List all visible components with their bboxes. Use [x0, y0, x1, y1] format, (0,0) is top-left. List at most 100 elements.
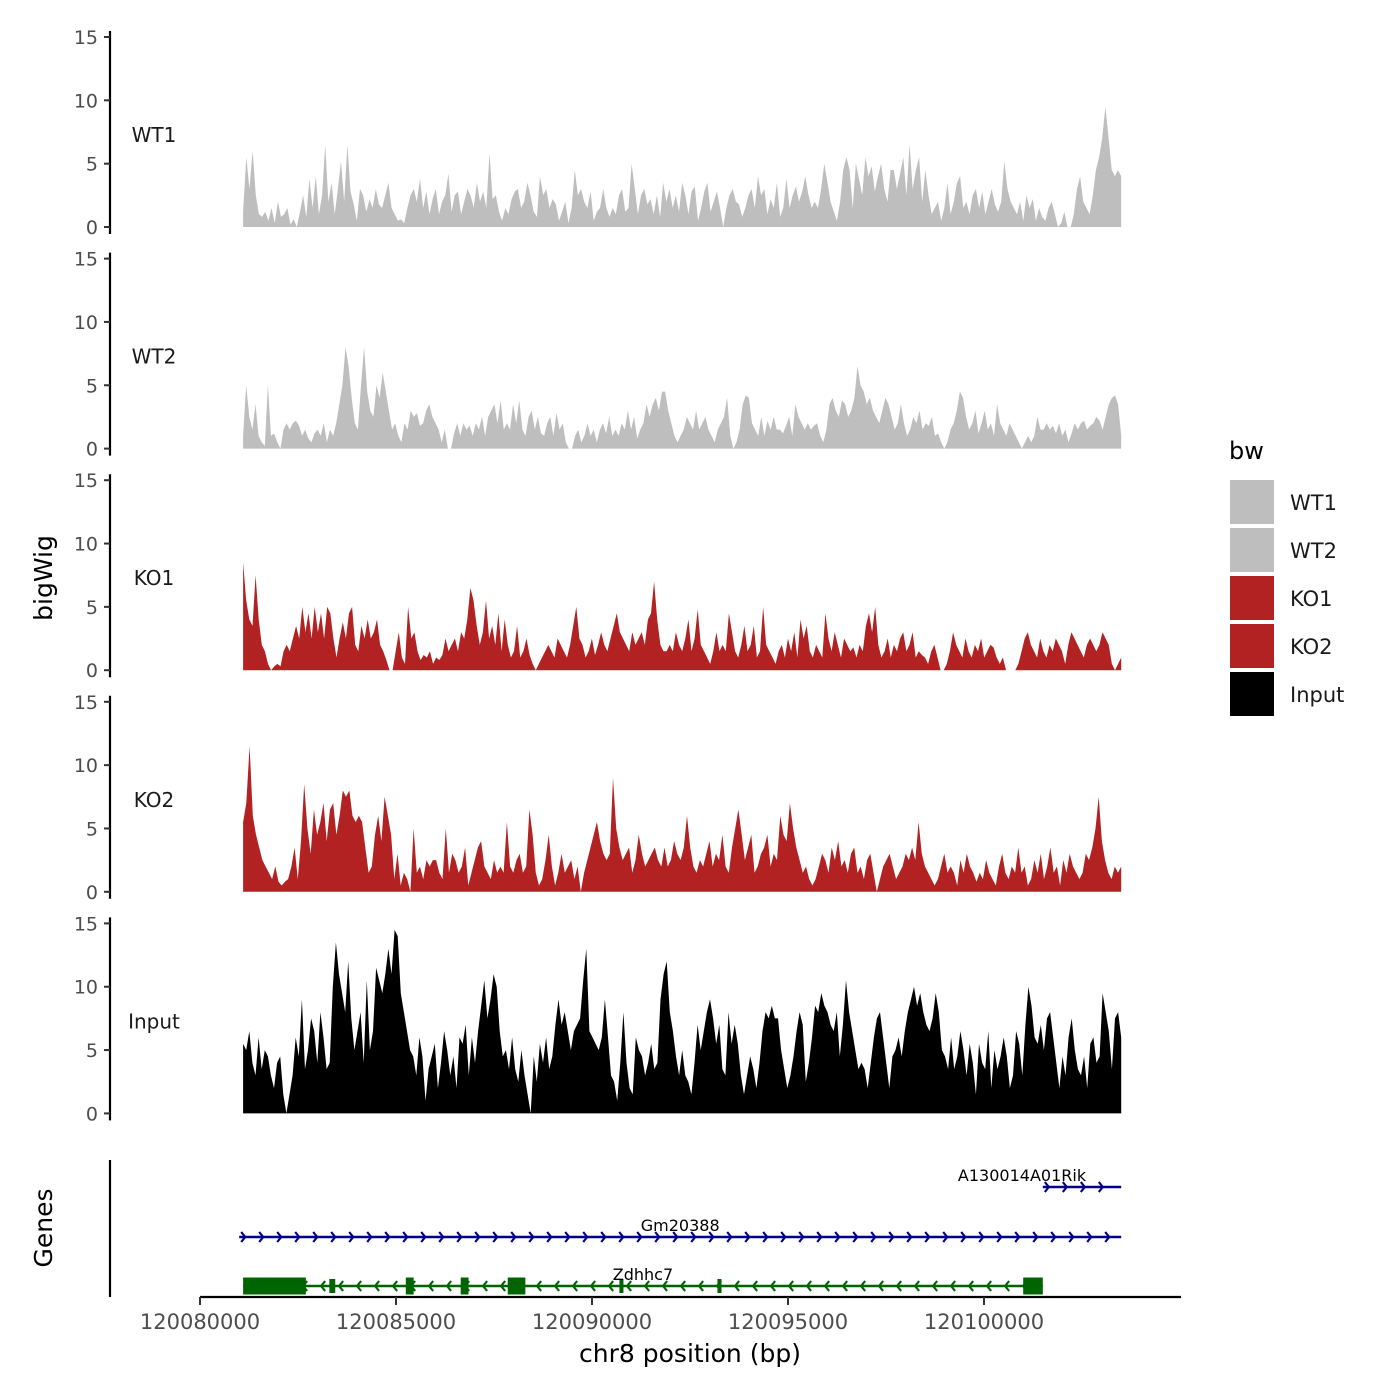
strand-chevron: [1043, 1181, 1051, 1193]
strand-chevron: [1104, 1231, 1111, 1243]
strand-chevron: [942, 1231, 949, 1243]
strand-chevron: [949, 1280, 956, 1292]
exon: [243, 1277, 306, 1295]
strand-chevron: [258, 1231, 265, 1243]
gene-label: Zdhhc7: [613, 1265, 673, 1284]
y-tick-label: 15: [74, 692, 98, 714]
track-label-KO2: KO2: [134, 788, 175, 812]
strand-chevron: [427, 1280, 434, 1292]
gene-Gm20388: Gm20388: [239, 1216, 1122, 1243]
strand-chevron: [816, 1231, 823, 1243]
strand-chevron: [1086, 1231, 1093, 1243]
exon: [717, 1279, 722, 1293]
x-tick-label: 120090000: [532, 1310, 652, 1334]
y-tick-label: 0: [86, 439, 98, 461]
y-tick-label: 5: [86, 818, 98, 840]
strand-chevron: [744, 1231, 751, 1243]
strand-chevron: [931, 1280, 938, 1292]
strand-chevron: [366, 1231, 373, 1243]
gene-annotation-panel: A130014A01Rik Gm20388 Zdhhc7: [108, 1160, 1122, 1297]
strand-chevron: [600, 1231, 607, 1243]
y-tick-label: 5: [86, 154, 98, 176]
strand-chevron: [571, 1280, 578, 1292]
legend-item-WT2: WT2: [1230, 528, 1337, 572]
strand-chevron: [625, 1280, 632, 1292]
strand-chevron: [319, 1280, 326, 1292]
strand-chevron: [474, 1231, 481, 1243]
strand-chevron: [895, 1280, 902, 1292]
strand-chevron: [1068, 1231, 1075, 1243]
strand-chevron: [384, 1231, 391, 1243]
legend-item-KO1: KO1: [1230, 576, 1333, 620]
gene-label: A130014A01Rik: [958, 1166, 1087, 1185]
exon: [619, 1279, 624, 1293]
strand-chevron: [337, 1280, 344, 1292]
exon: [1023, 1277, 1033, 1295]
legend-title: bw: [1229, 437, 1264, 465]
strand-chevron: [535, 1280, 542, 1292]
exon: [460, 1277, 469, 1295]
y-tick-label: 0: [86, 1103, 98, 1125]
x-axis: 120080000 120085000 120090000 120095000 1201…: [140, 1295, 1181, 1334]
strand-chevron: [859, 1280, 866, 1292]
strand-chevron: [787, 1280, 794, 1292]
x-axis-title: chr8 position (bp): [579, 1339, 801, 1368]
strand-chevron: [636, 1231, 643, 1243]
track-label-KO1: KO1: [134, 566, 175, 590]
legend-item-WT1: WT1: [1230, 480, 1337, 524]
strand-chevron: [391, 1280, 398, 1292]
strand-chevron: [697, 1280, 704, 1292]
y-tick-label: 15: [74, 249, 98, 271]
gene-label: Gm20388: [641, 1216, 720, 1235]
strand-chevron: [643, 1280, 650, 1292]
strand-chevron: [841, 1280, 848, 1292]
track-WT2: 0 5 10 15 WT2: [74, 249, 1122, 461]
track-WT1: 0 5 10 15 WT1: [74, 27, 1122, 239]
strand-chevron: [985, 1280, 992, 1292]
y-tick-label: 0: [86, 217, 98, 239]
strand-chevron: [589, 1280, 596, 1292]
strand-chevron: [330, 1231, 337, 1243]
strand-chevron: [312, 1231, 319, 1243]
legend-swatch: [1230, 672, 1274, 716]
strand-chevron: [906, 1231, 913, 1243]
gene-A130014A01Rik: A130014A01Rik: [958, 1166, 1122, 1193]
strand-chevron: [348, 1231, 355, 1243]
strand-chevron: [492, 1231, 499, 1243]
strand-chevron: [762, 1231, 769, 1243]
strand-chevron: [1061, 1181, 1069, 1193]
track-KO2: 0 5 10 15 KO2: [74, 692, 1122, 904]
strand-chevron: [769, 1280, 776, 1292]
legend-label: KO1: [1290, 587, 1333, 611]
exon: [329, 1279, 336, 1293]
x-tick-label: 120095000: [728, 1310, 848, 1334]
y-tick-label: 15: [74, 27, 98, 49]
exon: [507, 1277, 526, 1295]
y-tick-label: 5: [86, 597, 98, 619]
genes-axis-title: Genes: [29, 1188, 58, 1267]
y-tick-label: 10: [74, 312, 98, 334]
y-tick-label: 5: [86, 375, 98, 397]
y-tick-label: 10: [74, 755, 98, 777]
legend-swatch: [1230, 576, 1274, 620]
strand-chevron: [852, 1231, 859, 1243]
strand-chevron: [913, 1280, 920, 1292]
strand-chevron: [553, 1280, 560, 1292]
strand-chevron: [456, 1231, 463, 1243]
strand-chevron: [1050, 1231, 1057, 1243]
legend-label: WT2: [1290, 539, 1337, 563]
y-tick-label: 10: [74, 977, 98, 999]
legend-item-KO2: KO2: [1230, 624, 1333, 668]
x-tick-label: 120100000: [924, 1310, 1044, 1334]
track-label-WT2: WT2: [132, 345, 177, 369]
strand-chevron: [924, 1231, 931, 1243]
strand-chevron: [528, 1231, 535, 1243]
strand-chevron: [888, 1231, 895, 1243]
strand-chevron: [438, 1231, 445, 1243]
legend-item-Input: Input: [1230, 672, 1344, 716]
strand-chevron: [967, 1280, 974, 1292]
strand-chevron: [276, 1231, 283, 1243]
legend: bw WT1 WT2 KO1 KO2 Input: [1229, 437, 1344, 716]
coverage-area-WT2: [243, 347, 1122, 449]
strand-chevron: [798, 1231, 805, 1243]
